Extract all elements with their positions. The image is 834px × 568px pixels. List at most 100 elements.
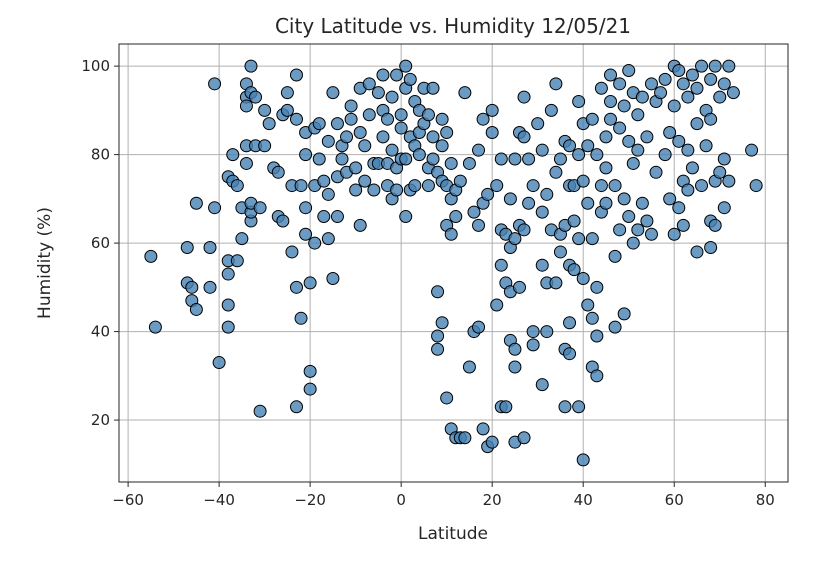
data-point [344,112,358,126]
data-point [494,258,508,272]
data-point [585,232,599,246]
data-point [695,59,709,73]
data-point [635,90,649,104]
data-point [676,77,690,91]
data-point [631,108,645,122]
data-point [713,165,727,179]
data-point [599,130,613,144]
data-point [717,77,731,91]
data-point [431,329,445,343]
data-point [258,139,272,153]
data-point [526,325,540,339]
data-point [462,156,476,170]
y-tick-label: 100 [81,57,110,75]
y-tick-label: 80 [91,146,110,164]
data-point [317,210,331,224]
data-point [203,241,217,255]
data-point [681,183,695,197]
data-point [299,148,313,162]
data-point [567,214,581,228]
data-point [208,77,222,91]
data-point [717,201,731,215]
data-point [594,179,608,193]
data-point [449,210,463,224]
data-point [362,77,376,91]
data-point [681,143,695,157]
data-point [385,143,399,157]
data-point [394,121,408,135]
data-point [581,139,595,153]
data-point [563,139,577,153]
data-point [681,90,695,104]
data-point [349,161,363,175]
data-point [358,139,372,153]
data-point [485,125,499,139]
data-point [185,280,199,294]
data-point [253,201,267,215]
data-point [258,103,272,117]
data-point [553,152,567,166]
data-point [390,183,404,197]
x-axis-label: Latitude [418,524,488,544]
data-point [563,347,577,361]
data-point [626,236,640,250]
data-point [622,210,636,224]
data-point [340,130,354,144]
data-point [249,90,263,104]
x-tick-label: −40 [203,491,235,509]
data-point [576,453,590,467]
data-point [353,218,367,232]
data-point [326,271,340,285]
data-point [663,192,677,206]
data-point [517,90,531,104]
x-tick-label: 0 [396,491,406,509]
data-point [226,148,240,162]
points-layer [144,59,763,467]
data-point [663,125,677,139]
data-point [321,134,335,148]
data-point [567,263,581,277]
data-point [444,227,458,241]
data-point [535,205,549,219]
data-point [335,152,349,166]
data-point [699,139,713,153]
grid-layer [119,44,788,482]
data-point [622,134,636,148]
data-point [303,276,317,290]
data-point [408,179,422,193]
data-point [503,192,517,206]
data-point [299,201,313,215]
data-point [540,187,554,201]
data-point [353,125,367,139]
data-point [722,59,736,73]
data-point [508,342,522,356]
data-point [221,320,235,334]
data-point [535,378,549,392]
data-point [453,174,467,188]
data-point [230,254,244,268]
data-point [722,174,736,188]
data-point [617,307,631,321]
data-point [303,364,317,378]
x-tick-label: −60 [112,491,144,509]
data-point [581,298,595,312]
x-tick-label: 60 [665,491,684,509]
data-point [221,267,235,281]
data-point [472,218,486,232]
data-point [317,174,331,188]
data-point [635,196,649,210]
data-point [308,236,322,250]
data-point [221,298,235,312]
data-point [594,81,608,95]
data-point [276,214,290,228]
data-point [549,77,563,91]
data-point [312,117,326,131]
data-point [212,356,226,370]
data-point [613,77,627,91]
data-point [330,210,344,224]
data-point [472,143,486,157]
data-point [321,232,335,246]
data-point [189,302,203,316]
data-point [526,179,540,193]
data-point [244,59,258,73]
